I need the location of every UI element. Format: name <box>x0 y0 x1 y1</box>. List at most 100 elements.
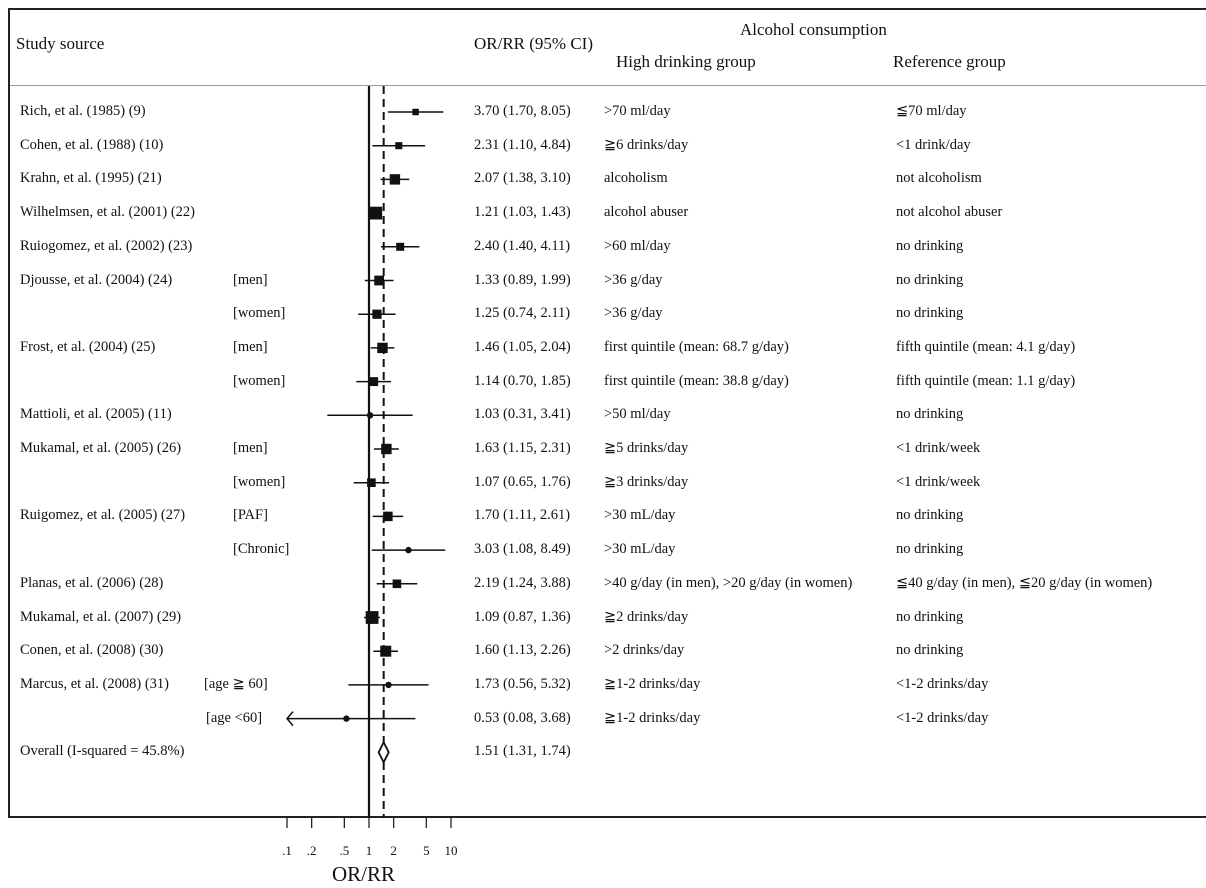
estimate-ci: 3.70 (1.70, 8.05) <box>474 103 571 119</box>
header-rule <box>10 85 1206 86</box>
study-name: Mukamal, et al. (2005) (26) <box>20 440 182 456</box>
reference-group: <1 drink/week <box>896 440 981 456</box>
subgroup-label: [men] <box>233 271 268 288</box>
study-name: Krahn, et al. (1995) (21) <box>20 170 162 187</box>
point-estimate <box>369 206 383 220</box>
subgroup-label: [men] <box>233 440 268 456</box>
subgroup-label: [PAF] <box>233 507 268 524</box>
estimate-ci: 1.51 (1.31, 1.74) <box>474 743 571 760</box>
point-estimate <box>343 715 350 722</box>
estimate-ci: 1.07 (0.65, 1.76) <box>474 473 571 490</box>
estimate-ci: 2.31 (1.10, 4.84) <box>474 136 571 153</box>
subgroup-label: [Chronic] <box>233 541 290 558</box>
point-estimate <box>389 174 401 185</box>
high-drinking-group: >30 mL/day <box>604 507 676 524</box>
x-tick-label: 10 <box>445 843 458 858</box>
point-estimate <box>412 108 419 116</box>
figure-frame <box>8 8 1206 818</box>
estimate-ci: 0.53 (0.08, 3.68) <box>474 709 571 726</box>
subgroup-label: [women] <box>233 372 286 389</box>
high-drinking-group: >36 g/day <box>604 305 663 322</box>
high-drinking-group: ≧1-2 drinks/day <box>604 675 701 692</box>
estimate-ci: 3.03 (1.08, 8.49) <box>474 541 571 558</box>
header-high: High drinking group <box>616 52 756 71</box>
high-drinking-group: >70 ml/day <box>604 103 671 119</box>
study-name: Rich, et al. (1985) (9) <box>20 103 146 119</box>
subgroup-label: [women] <box>233 305 286 322</box>
point-estimate <box>381 443 392 455</box>
point-estimate <box>367 478 376 487</box>
high-drinking-group: first quintile (mean: 38.8 g/day) <box>604 372 789 389</box>
x-tick-label: 5 <box>423 843 430 858</box>
study-name: Marcus, et al. (2008) (31) <box>20 675 169 692</box>
point-estimate <box>380 645 392 657</box>
reference-group: no drinking <box>896 541 964 558</box>
high-drinking-group: ≧2 drinks/day <box>604 608 689 625</box>
x-axis-title: OR/RR <box>332 862 396 886</box>
estimate-ci: 1.46 (1.05, 2.04) <box>474 338 571 355</box>
reference-group: ≦70 ml/day <box>896 103 967 119</box>
estimate-ci: 1.03 (0.31, 3.41) <box>474 406 571 423</box>
x-tick-label: .5 <box>339 843 349 858</box>
study-name: Frost, et al. (2004) (25) <box>20 338 156 355</box>
reference-group: fifth quintile (mean: 1.1 g/day) <box>896 372 1076 389</box>
estimate-ci: 1.70 (1.11, 2.61) <box>474 507 571 524</box>
point-estimate <box>369 377 379 387</box>
reference-group: <1-2 drinks/day <box>896 709 989 726</box>
point-estimate <box>383 511 393 522</box>
high-drinking-group: >50 ml/day <box>604 406 671 423</box>
x-tick-label: 1 <box>366 843 373 858</box>
estimate-ci: 1.63 (1.15, 2.31) <box>474 440 571 456</box>
estimate-ci: 1.73 (0.56, 5.32) <box>474 675 571 692</box>
x-tick-label: .2 <box>307 843 317 858</box>
high-drinking-group: alcoholism <box>604 170 668 187</box>
x-tick-label: .1 <box>282 843 292 858</box>
point-estimate <box>372 309 382 319</box>
reference-group: not alcoholism <box>896 170 982 187</box>
point-estimate <box>366 412 374 419</box>
reference-group: <1 drink/week <box>896 473 981 490</box>
high-drinking-group: ≧6 drinks/day <box>604 136 689 153</box>
reference-group: no drinking <box>896 406 964 423</box>
estimate-ci: 2.40 (1.40, 4.11) <box>474 237 571 254</box>
study-name: Conen, et al. (2008) (30) <box>20 642 164 659</box>
reference-group: no drinking <box>896 305 964 322</box>
x-tick-label: 2 <box>390 843 397 858</box>
point-estimate <box>395 142 403 150</box>
high-drinking-group: >40 g/day (in men), >20 g/day (in women) <box>604 574 853 591</box>
estimate-ci: 1.60 (1.13, 2.26) <box>474 642 571 659</box>
point-estimate <box>392 579 402 589</box>
header-alcohol: Alcohol consumption <box>740 20 887 39</box>
point-estimate <box>385 681 392 689</box>
reference-group: no drinking <box>896 642 964 659</box>
study-name: Mattioli, et al. (2005) (11) <box>20 406 172 423</box>
estimate-ci: 1.21 (1.03, 1.43) <box>474 204 571 221</box>
reference-group: fifth quintile (mean: 4.1 g/day) <box>896 338 1076 355</box>
reference-group: no drinking <box>896 608 964 625</box>
study-name: Planas, et al. (2006) (28) <box>20 574 164 591</box>
reference-group: <1 drink/day <box>896 136 971 153</box>
reference-group: no drinking <box>896 507 964 524</box>
study-name: Djousse, et al. (2004) (24) <box>20 271 173 288</box>
header-reference: Reference group <box>893 52 1006 71</box>
high-drinking-group: >2 drinks/day <box>604 642 685 659</box>
reference-group: ≦40 g/day (in men), ≦20 g/day (in women) <box>896 574 1153 591</box>
study-name: Cohen, et al. (1988) (10) <box>20 136 164 153</box>
subgroup-label: [men] <box>233 338 268 355</box>
point-estimate <box>365 611 379 624</box>
estimate-ci: 2.07 (1.38, 3.10) <box>474 170 571 187</box>
overall-diamond <box>377 740 390 765</box>
high-drinking-group: alcohol abuser <box>604 204 689 221</box>
study-name: Ruiogomez, et al. (2002) (23) <box>20 237 193 254</box>
header-study: Study source <box>16 34 105 53</box>
subgroup-label: [women] <box>233 473 286 490</box>
study-name: Mukamal, et al. (2007) (29) <box>20 608 182 625</box>
study-name: Wilhelmsen, et al. (2001) (22) <box>20 204 195 221</box>
estimate-ci: 1.14 (0.70, 1.85) <box>474 372 571 389</box>
high-drinking-group: ≧1-2 drinks/day <box>604 709 701 726</box>
study-name: Ruigomez, et al. (2005) (27) <box>20 507 186 524</box>
subgroup-label: [age <60] <box>206 709 263 726</box>
reference-group: not alcohol abuser <box>896 204 1003 221</box>
reference-group: no drinking <box>896 237 964 254</box>
